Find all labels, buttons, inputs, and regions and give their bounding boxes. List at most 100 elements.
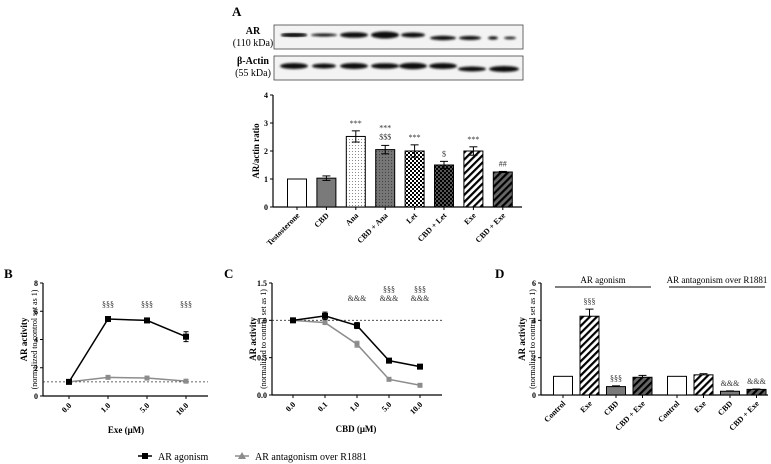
svg-text:1.0: 1.0 <box>348 400 361 413</box>
bar <box>492 171 513 208</box>
panel-label-b: B <box>4 266 13 281</box>
svg-text:&&&: &&& <box>348 294 367 303</box>
data-point <box>144 375 150 381</box>
svg-text:0: 0 <box>34 392 38 401</box>
svg-text:$$$: $$$ <box>379 132 391 141</box>
svg-text:Exe: Exe <box>578 399 594 415</box>
blot-actin-name: β-Actin <box>237 56 269 67</box>
bar <box>632 376 653 396</box>
data-point <box>105 316 111 323</box>
svg-text:(normalized to control set as: (normalized to control set as 1) <box>528 289 537 389</box>
svg-text:&&&: &&& <box>380 294 399 303</box>
svg-text:(normalized to control set as: (normalized to control set as 1) <box>30 289 39 389</box>
blot-ar-name: AR <box>245 26 261 37</box>
svg-text:4: 4 <box>264 91 268 100</box>
svg-text:2: 2 <box>264 147 268 156</box>
svg-text:§§§: §§§ <box>610 374 622 383</box>
data-point <box>322 312 328 319</box>
svg-text:10.0: 10.0 <box>174 401 190 417</box>
svg-text:CBD + Let: CBD + Let <box>416 211 449 244</box>
svg-text:Control: Control <box>656 399 682 425</box>
svg-text:***: *** <box>350 119 362 128</box>
blot-label-actin: β-Actin (55 kDa) <box>228 56 278 80</box>
data-point <box>354 341 360 347</box>
svg-text:10.0: 10.0 <box>408 400 424 416</box>
bar <box>375 149 396 208</box>
svg-text:2: 2 <box>532 354 536 363</box>
svg-text:***: *** <box>467 135 479 144</box>
data-point <box>105 374 111 380</box>
svg-text:4: 4 <box>34 336 38 345</box>
svg-text:§§§: §§§ <box>141 300 153 309</box>
svg-text:$: $ <box>442 149 446 158</box>
svg-text:0.1: 0.1 <box>316 400 329 413</box>
bar <box>606 386 626 396</box>
bar <box>316 177 337 208</box>
data-point <box>66 378 72 385</box>
data-point <box>417 363 423 370</box>
panel-b-line-chart: 0 2 4 6 8 AR activity (normalized to control s… <box>19 279 208 435</box>
svg-text:AR activity: AR activity <box>517 317 527 361</box>
svg-text:Exe (μM): Exe (μM) <box>108 425 144 435</box>
bar <box>720 390 740 396</box>
western-blot <box>273 24 524 81</box>
svg-text:CBD: CBD <box>602 399 620 417</box>
svg-text:&&&: &&& <box>411 294 430 303</box>
bar <box>345 135 366 208</box>
svg-text:AR antagonism over R1881: AR antagonism over R1881 <box>667 275 768 285</box>
svg-text:Let: Let <box>404 211 419 226</box>
svg-text:1.5: 1.5 <box>257 279 267 288</box>
bar <box>287 178 307 208</box>
data-point <box>290 317 296 324</box>
svg-text:2: 2 <box>34 364 38 373</box>
svg-text:&&&: &&& <box>747 377 766 386</box>
panel-label-d: D <box>495 266 505 281</box>
panel-label-c: C <box>224 266 234 281</box>
svg-text:CBD + Ana: CBD + Ana <box>356 211 390 245</box>
blot-actin-size: (55 kDa) <box>235 68 271 79</box>
svg-text:0.0: 0.0 <box>60 401 73 414</box>
data-point <box>354 322 360 329</box>
svg-text:&&&: &&& <box>721 379 740 388</box>
svg-text:0.0: 0.0 <box>257 391 267 400</box>
bar <box>553 375 573 396</box>
svg-text:1.0: 1.0 <box>257 316 267 325</box>
svg-text:§§§: §§§ <box>414 285 426 294</box>
svg-text:6: 6 <box>532 279 536 288</box>
svg-text:1.0: 1.0 <box>99 401 112 414</box>
bar <box>746 388 767 396</box>
svg-text:Exe: Exe <box>692 399 708 415</box>
svg-text:Control: Control <box>542 399 568 425</box>
svg-text:AR agonism: AR agonism <box>580 275 625 285</box>
svg-text:(normalized to control set as: (normalized to control set as 1) <box>259 289 268 389</box>
svg-text:##: ## <box>499 159 507 168</box>
svg-text:0: 0 <box>532 391 536 400</box>
data-point <box>386 357 392 364</box>
bar <box>404 150 425 208</box>
legend-label: AR agonism <box>158 452 209 463</box>
panel-c-line-chart: 0.0 0.5 1.0 1.5 AR activity (normalized to co… <box>248 279 442 434</box>
data-point <box>322 320 328 326</box>
svg-text:8: 8 <box>34 279 38 288</box>
bar <box>693 374 714 396</box>
svg-text:5.0: 5.0 <box>138 401 151 414</box>
svg-text:CBD: CBD <box>716 399 734 417</box>
svg-text:0.0: 0.0 <box>284 400 297 413</box>
svg-text:***: *** <box>379 123 391 132</box>
svg-text:§§§: §§§ <box>383 285 395 294</box>
svg-text:0.5: 0.5 <box>257 354 267 363</box>
bar <box>434 164 454 208</box>
legend: AR agonism AR antagonism over R1881 <box>138 452 367 463</box>
bar <box>579 315 600 396</box>
svg-text:1: 1 <box>264 175 268 184</box>
svg-text:AR activity: AR activity <box>19 317 29 361</box>
bar <box>463 150 484 208</box>
panel-a-bar-chart: 0 1 2 3 4 AR/actin ratio Testosterone CBD Ana ***… <box>251 91 522 248</box>
svg-text:AR activity: AR activity <box>248 317 258 361</box>
data-point <box>386 376 392 382</box>
blot-ar-size: (110 kDa) <box>232 38 274 49</box>
svg-text:§§§: §§§ <box>180 300 192 309</box>
data-point <box>144 317 150 324</box>
svg-text:3: 3 <box>264 119 268 128</box>
svg-text:CBD + Exe: CBD + Exe <box>474 211 508 245</box>
